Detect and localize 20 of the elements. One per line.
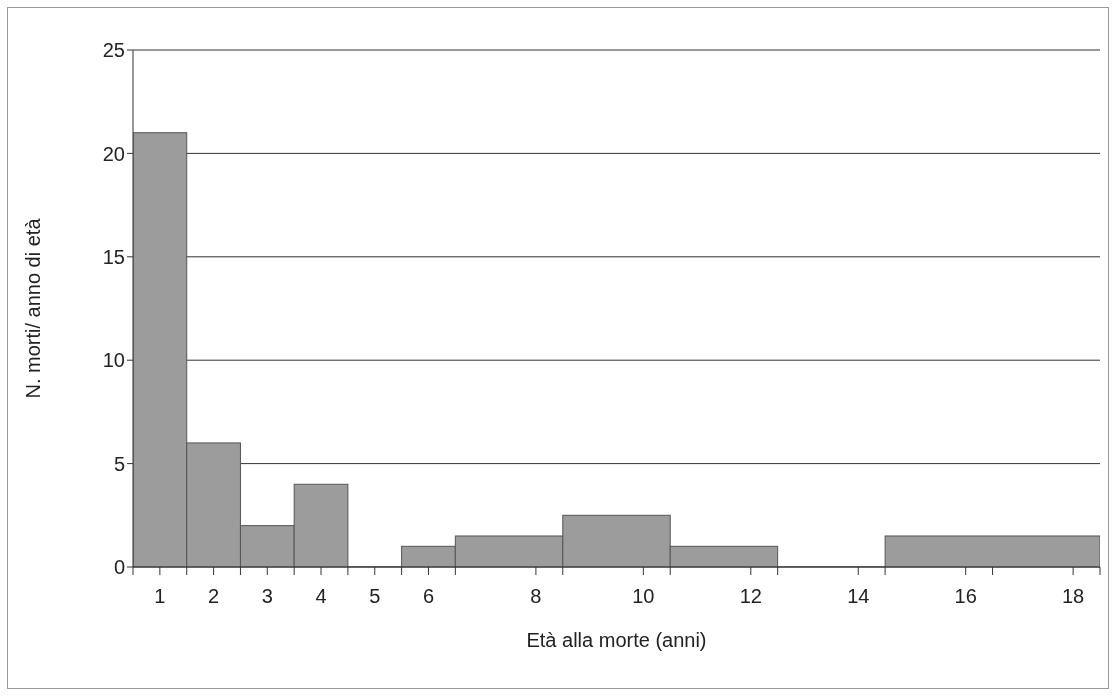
y-tick-label: 25	[102, 39, 125, 62]
y-tick-label: 20	[102, 142, 125, 165]
x-tick-label: 1	[154, 585, 166, 608]
x-tick-label: 8	[530, 585, 542, 608]
x-tick-label: 14	[847, 585, 870, 608]
x-axis-title: Età alla morte (anni)	[526, 629, 707, 651]
x-tick-label: 5	[369, 585, 381, 608]
x-tick-label: 18	[1062, 585, 1085, 608]
x-tick-label: 6	[422, 585, 435, 608]
x-tick-label: 3	[261, 585, 273, 608]
x-tick-label: 12	[739, 585, 762, 608]
y-tick-label: 5	[113, 452, 125, 475]
y-tick-label: 15	[102, 245, 125, 268]
x-tick-label: 2	[208, 585, 220, 608]
y-tick-label: 0	[113, 556, 125, 579]
y-tick-label: 10	[102, 349, 125, 372]
x-tick-label: 4	[315, 585, 327, 608]
x-tick-label: 16	[954, 585, 977, 608]
y-axis-title: N. morti/ anno di età	[22, 217, 45, 399]
x-tick-label: 10	[632, 585, 655, 608]
